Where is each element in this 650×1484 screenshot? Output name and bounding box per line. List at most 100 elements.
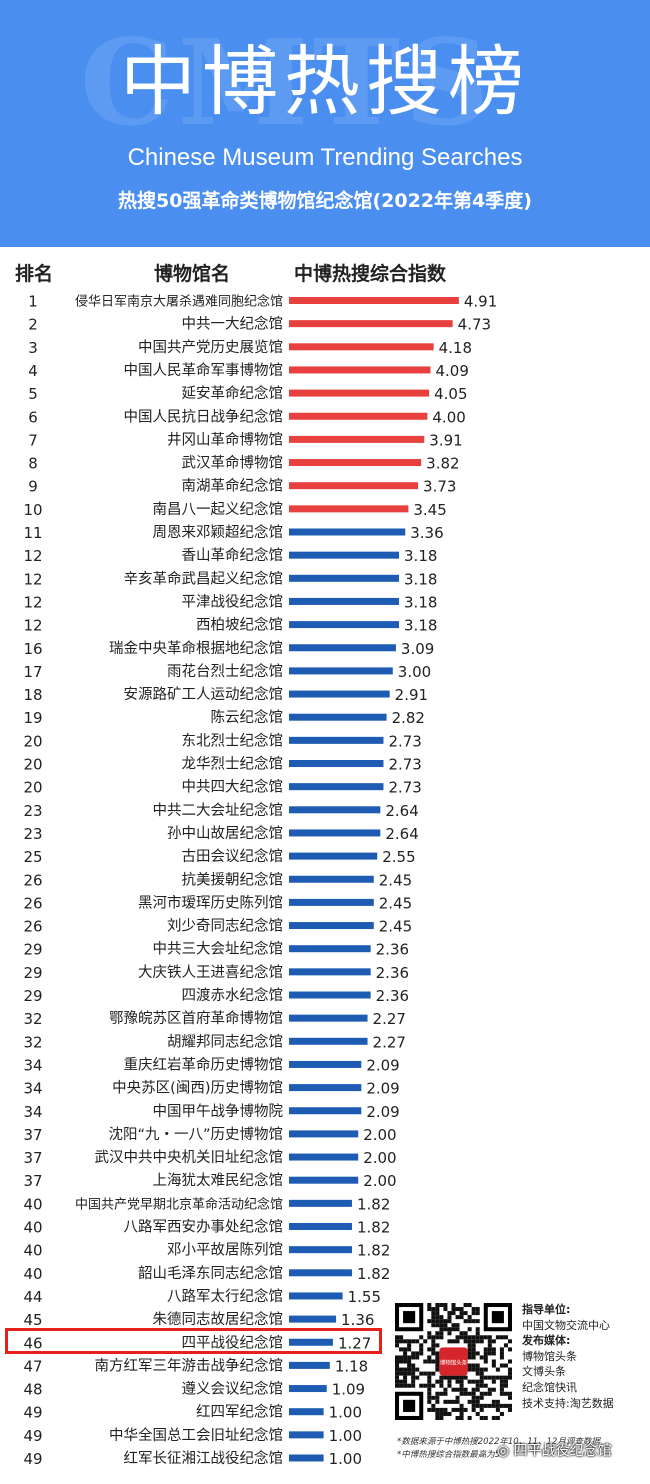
score-value-label: 2.27 — [373, 1033, 406, 1051]
rank-label: 49 — [23, 1450, 42, 1468]
score-bar — [289, 1315, 337, 1323]
museum-name-label: 中国人民革命军事博物馆 — [124, 361, 284, 379]
museum-name-label: 重庆红岩革命历史博物馆 — [124, 1055, 284, 1073]
score-bar — [289, 690, 390, 698]
museum-name-label: 中国共产党早期北京革命活动纪念馆 — [75, 1196, 283, 1212]
museum-name-label: 邓小平故居陈列馆 — [167, 1241, 283, 1259]
score-value-label: 1.82 — [357, 1219, 390, 1237]
score-value-label: 2.09 — [366, 1103, 399, 1121]
score-bar — [289, 1176, 359, 1184]
score-bar — [289, 574, 400, 582]
rank-label: 18 — [23, 686, 42, 704]
rank-label: 26 — [23, 918, 42, 936]
rank-label: 46 — [23, 1334, 42, 1352]
museum-name-label: 龙华烈士纪念馆 — [182, 755, 284, 773]
score-bar — [289, 1361, 330, 1369]
museum-name-label: 东北烈士纪念馆 — [182, 731, 284, 749]
rank-label: 29 — [23, 964, 42, 982]
highlight-box — [5, 1328, 382, 1354]
score-bar — [289, 713, 387, 721]
museum-name-label: 陈云纪念馆 — [211, 708, 284, 726]
score-bar — [289, 922, 374, 930]
score-value-label: 3.91 — [429, 431, 462, 449]
museum-name-label: 安源路矿工人运动纪念馆 — [124, 685, 284, 703]
museum-name-label: 中国共产党历史展览馆 — [138, 339, 283, 356]
museum-name-label: 西柏坡纪念馆 — [196, 616, 283, 634]
score-value-label: 4.91 — [464, 293, 497, 311]
rank-label: 3 — [28, 339, 38, 357]
account-name: 四平战役纪念馆 — [513, 1443, 612, 1459]
score-bar — [289, 1130, 359, 1138]
score-bar — [289, 482, 419, 490]
rank-label: 37 — [23, 1126, 42, 1144]
score-value-label: 1.00 — [329, 1404, 362, 1422]
rank-label: 8 — [28, 455, 38, 473]
score-value-label: 3.00 — [398, 663, 431, 681]
museum-name-label: 南昌八一起义纪念馆 — [153, 500, 284, 518]
score-bar — [289, 505, 409, 513]
museum-name-label: 胡耀邦同志纪念馆 — [167, 1032, 283, 1050]
score-value-label: 3.18 — [404, 570, 437, 588]
rank-label: 25 — [23, 848, 42, 866]
museum-name-label: 中共一大纪念馆 — [182, 315, 284, 333]
score-bar — [289, 1037, 368, 1045]
score-value-label: 4.00 — [432, 408, 465, 426]
score-value-label: 1.00 — [329, 1427, 362, 1445]
score-value-label: 4.73 — [458, 316, 491, 334]
rank-label: 29 — [23, 941, 42, 959]
score-value-label: 2.00 — [363, 1126, 396, 1144]
chart-subtitle: 热搜50强革命类博物馆纪念馆(2022年第4季度) — [118, 190, 532, 212]
rank-label: 32 — [23, 1033, 42, 1051]
score-value-label: 2.09 — [366, 1056, 399, 1074]
museum-name-label: 鄂豫皖苏区首府革命博物馆 — [109, 1009, 283, 1027]
score-bar — [289, 736, 384, 744]
score-bar — [289, 1338, 333, 1346]
museum-name-label: 沈阳“九・一八”历史博物馆 — [108, 1126, 283, 1143]
score-bar — [289, 1107, 362, 1115]
museum-name-label: 中共四大纪念馆 — [182, 778, 284, 796]
score-bar — [289, 1153, 359, 1161]
score-value-label: 1.27 — [338, 1334, 371, 1352]
media-label: 发布媒体: — [522, 1334, 571, 1348]
score-bar — [289, 1408, 324, 1416]
banner-header: CMTS 中博热搜榜 Chinese Museum Trending Searc… — [0, 0, 650, 247]
score-bar — [289, 945, 371, 953]
museum-name-label: 遵义会议纪念馆 — [182, 1380, 284, 1398]
rank-label: 48 — [23, 1381, 42, 1399]
score-value-label: 1.36 — [341, 1311, 374, 1329]
score-value-label: 1.82 — [357, 1265, 390, 1283]
museum-name-label: 红四军纪念馆 — [196, 1403, 283, 1421]
rank-label: 12 — [23, 593, 42, 611]
column-header-name: 博物馆名 — [154, 263, 231, 285]
rank-label: 17 — [23, 663, 42, 681]
rank-label: 10 — [23, 501, 42, 519]
score-bar — [289, 806, 381, 814]
museum-name-label: 朱德同志故居纪念馆 — [153, 1310, 284, 1328]
score-value-label: 2.73 — [388, 732, 421, 750]
rank-label: 23 — [23, 825, 42, 843]
account-watermark: ◎ 四平战役纪念馆 — [497, 1443, 612, 1459]
museum-name-label: 香山革命纪念馆 — [182, 546, 284, 564]
rank-label: 44 — [23, 1288, 42, 1306]
rank-label: 29 — [23, 987, 42, 1005]
score-bar — [289, 320, 453, 328]
museum-name-label: 黑河市瑷珲历史陈列馆 — [138, 893, 283, 911]
rank-label: 5 — [28, 385, 38, 403]
score-bar — [289, 1014, 368, 1022]
score-value-label: 2.36 — [376, 987, 409, 1005]
score-value-label: 2.27 — [373, 1010, 406, 1028]
score-value-label: 2.36 — [376, 964, 409, 982]
museum-name-label: 大庆铁人王进喜纪念馆 — [138, 963, 283, 981]
museum-name-label: 中共二大会址纪念馆 — [153, 801, 284, 819]
score-value-label: 3.09 — [401, 640, 434, 658]
score-value-label: 1.82 — [357, 1195, 390, 1213]
qr-code-icon: 博物馆头条 — [395, 1303, 512, 1420]
museum-name-label: 辛亥革命武昌起义纪念馆 — [124, 569, 284, 587]
score-bar — [289, 528, 406, 536]
score-bar — [289, 898, 374, 906]
score-value-label: 2.73 — [388, 779, 421, 797]
sponsor-info: 指导单位: 中国文物交流中心 发布媒体: 博物馆头条 文博头条 纪念馆快讯 技术… — [522, 1302, 614, 1411]
score-bar — [289, 1269, 352, 1277]
score-bar — [289, 875, 374, 883]
museum-name-label: 八路军西安办事处纪念馆 — [124, 1218, 284, 1236]
